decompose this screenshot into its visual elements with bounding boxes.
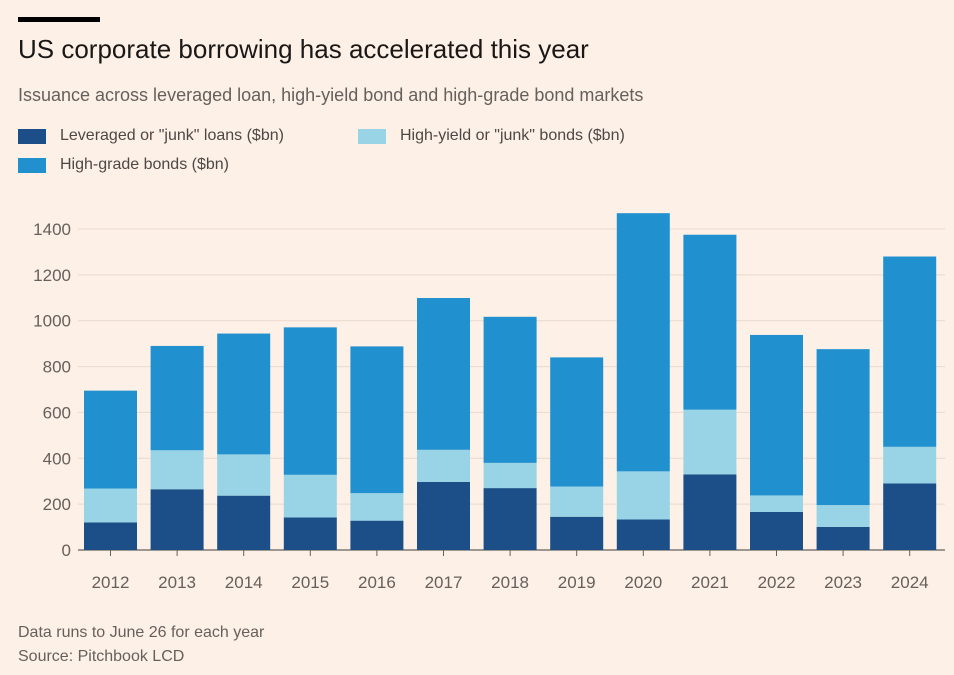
x-axis: 2012 2013 2014 2015 2016 2017 2018 2019 2020 2021…	[92, 550, 929, 592]
x-tick-label: 2019	[558, 573, 596, 592]
footnote: Data runs to June 26 for each year	[18, 624, 265, 641]
legend-label-hg-bonds: High-grade bonds ($bn)	[60, 156, 229, 173]
bar-segment-hy-bonds-2023	[816, 505, 870, 527]
bar-segment-hg-bonds-2018	[483, 316, 537, 463]
y-tick-label: 600	[43, 403, 71, 422]
bar-segment-loans-2020	[616, 519, 670, 550]
x-tick-label: 2018	[491, 573, 529, 592]
chart-title: US corporate borrowing has accelerated t…	[18, 34, 589, 64]
legend-label-hy-bonds: High-yield or "junk" bonds ($bn)	[400, 127, 625, 144]
bar-segment-hg-bonds-2015	[283, 327, 337, 475]
y-tick-label: 1200	[33, 266, 71, 285]
x-tick-label: 2017	[425, 573, 463, 592]
x-tick-label: 2016	[358, 573, 396, 592]
x-tick-label: 2015	[291, 573, 329, 592]
bar-segment-hy-bonds-2013	[150, 450, 204, 490]
bar-segment-hy-bonds-2012	[84, 488, 137, 523]
bar-segment-loans-2012	[84, 522, 137, 550]
bar-segment-loans-2022	[750, 511, 803, 550]
x-tick-label: 2013	[158, 573, 196, 592]
bar-segment-hy-bonds-2020	[616, 471, 670, 520]
bar-segment-loans-2024	[883, 483, 937, 550]
brand-bar	[18, 17, 100, 22]
legend-label-loans: Leveraged or "junk" loans ($bn)	[60, 127, 284, 144]
x-tick-label: 2012	[92, 573, 130, 592]
legend-swatch-hy-bonds	[358, 128, 386, 144]
x-tick-label: 2020	[624, 573, 662, 592]
y-tick-label: 400	[43, 449, 71, 468]
bar-segment-loans-2015	[283, 517, 337, 550]
bar-segment-hg-bonds-2022	[750, 334, 803, 496]
bar-segment-loans-2013	[150, 489, 204, 550]
y-tick-label: 1400	[33, 220, 71, 239]
y-tick-label: 200	[43, 495, 71, 514]
bar-segment-hg-bonds-2019	[550, 357, 604, 487]
legend-item-loans: Leveraged or "junk" loans ($bn)	[18, 127, 284, 145]
bar-segment-hg-bonds-2016	[350, 346, 404, 494]
y-axis: 0 200 400 600 800 1000 1200 1400	[33, 220, 71, 560]
source-note: Source: Pitchbook LCD	[18, 648, 185, 665]
legend-swatch-hg-bonds	[18, 157, 46, 173]
bar-segment-hy-bonds-2017	[417, 449, 470, 482]
x-tick-label: 2024	[891, 573, 929, 592]
bar-segment-loans-2014	[217, 495, 271, 550]
bar-segment-loans-2016	[350, 520, 404, 550]
bar-segment-hy-bonds-2014	[217, 454, 271, 496]
x-tick-label: 2021	[691, 573, 729, 592]
x-tick-label: 2014	[225, 573, 263, 592]
legend-swatch-loans	[18, 128, 46, 144]
chart-subtitle: Issuance across leveraged loan, high-yie…	[18, 85, 644, 105]
bar-segment-loans-2017	[417, 481, 470, 550]
bar-segment-hy-bonds-2022	[750, 495, 803, 512]
bar-segment-hy-bonds-2015	[283, 474, 337, 518]
bar-segment-hg-bonds-2014	[217, 333, 271, 455]
bar-segment-hg-bonds-2017	[417, 298, 470, 450]
bar-segment-loans-2019	[550, 516, 604, 550]
bar-segment-loans-2023	[816, 526, 870, 550]
bar-segment-hy-bonds-2018	[483, 462, 537, 489]
x-tick-label: 2022	[758, 573, 796, 592]
bar-segment-loans-2021	[683, 474, 737, 550]
y-tick-label: 800	[43, 358, 71, 377]
bar-segment-hy-bonds-2021	[683, 409, 737, 475]
bar-segment-hg-bonds-2013	[150, 345, 204, 451]
y-tick-label: 1000	[33, 312, 71, 331]
legend-item-hy-bonds: High-yield or "junk" bonds ($bn)	[358, 127, 625, 145]
bar-segment-hg-bonds-2012	[84, 390, 137, 489]
bar-segment-hy-bonds-2019	[550, 486, 604, 517]
x-tick-label: 2023	[824, 573, 862, 592]
bar-segment-loans-2018	[483, 488, 537, 550]
bar-segment-hg-bonds-2024	[883, 256, 937, 447]
bar-segment-hy-bonds-2024	[883, 446, 937, 484]
bars	[84, 213, 937, 550]
bar-segment-hg-bonds-2023	[816, 349, 870, 506]
legend-item-hg-bonds: High-grade bonds ($bn)	[18, 156, 229, 174]
bar-segment-hg-bonds-2021	[683, 234, 737, 410]
bar-segment-hy-bonds-2016	[350, 493, 404, 521]
y-tick-label: 0	[62, 541, 71, 560]
bar-segment-hg-bonds-2020	[616, 213, 670, 472]
